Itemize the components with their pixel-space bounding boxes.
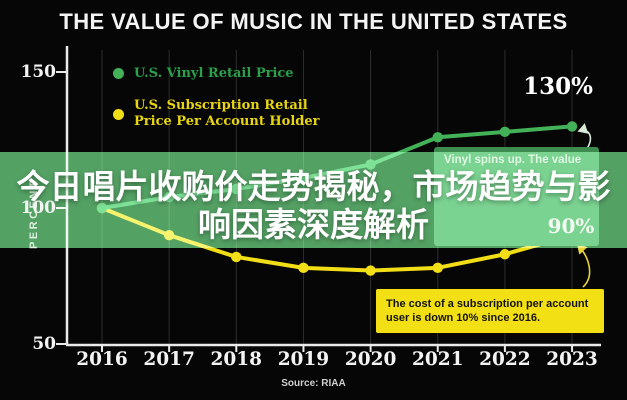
y-tick-label: 150 xyxy=(20,62,57,82)
data-point xyxy=(432,262,443,274)
vinyl-legend-dot-icon xyxy=(113,68,124,79)
overlay-headline-line1: 今日唱片收购价走势揭秘，市场趋势与影 xyxy=(16,168,611,205)
subscription-legend-dot-icon xyxy=(113,108,124,120)
x-tick-label: 2016 xyxy=(76,349,128,370)
x-tick-label: 2018 xyxy=(210,349,263,370)
x-tick-label: 2020 xyxy=(344,349,397,370)
x-tick-label: 2017 xyxy=(143,349,195,370)
x-tick-label: 2021 xyxy=(412,349,464,370)
vinyl-end-label: 130% xyxy=(523,73,593,100)
y-tick-label: 50 xyxy=(32,334,56,354)
x-tick-label: 2019 xyxy=(277,349,330,370)
data-point xyxy=(231,251,242,263)
source-credit: Source: RIAA xyxy=(281,378,346,389)
legend-item-subscription: U.S. Subscription Retail Price Per Accou… xyxy=(113,98,319,130)
subscription-note-box: The cost of a subscription per account u… xyxy=(376,289,604,333)
legend-item-vinyl: U.S. Vinyl Retail Price xyxy=(113,66,294,81)
vinyl-legend-label: U.S. Vinyl Retail Price xyxy=(134,66,294,81)
page-title: THE VALUE OF MUSIC IN THE UNITED STATES xyxy=(59,9,568,34)
overlay-headline-line2: 响因素深度解析 xyxy=(198,206,429,243)
data-point xyxy=(499,249,511,260)
overlay-band xyxy=(0,152,627,248)
x-tick-label: 2023 xyxy=(546,349,598,370)
subscription-legend-label: U.S. Subscription Retail Price Per Accou… xyxy=(134,98,320,129)
x-tick-label: 2022 xyxy=(479,349,531,370)
data-point xyxy=(432,132,443,143)
data-point xyxy=(499,126,511,138)
overlay-headline: 今日唱片收购价走势揭秘，市场趋势与影 响因素深度解析 xyxy=(0,168,627,244)
data-point xyxy=(365,265,376,276)
data-point xyxy=(298,262,309,274)
y-tick-label: 100 xyxy=(20,198,57,218)
subscription-curl-arrow xyxy=(576,243,591,288)
data-point xyxy=(566,121,578,132)
